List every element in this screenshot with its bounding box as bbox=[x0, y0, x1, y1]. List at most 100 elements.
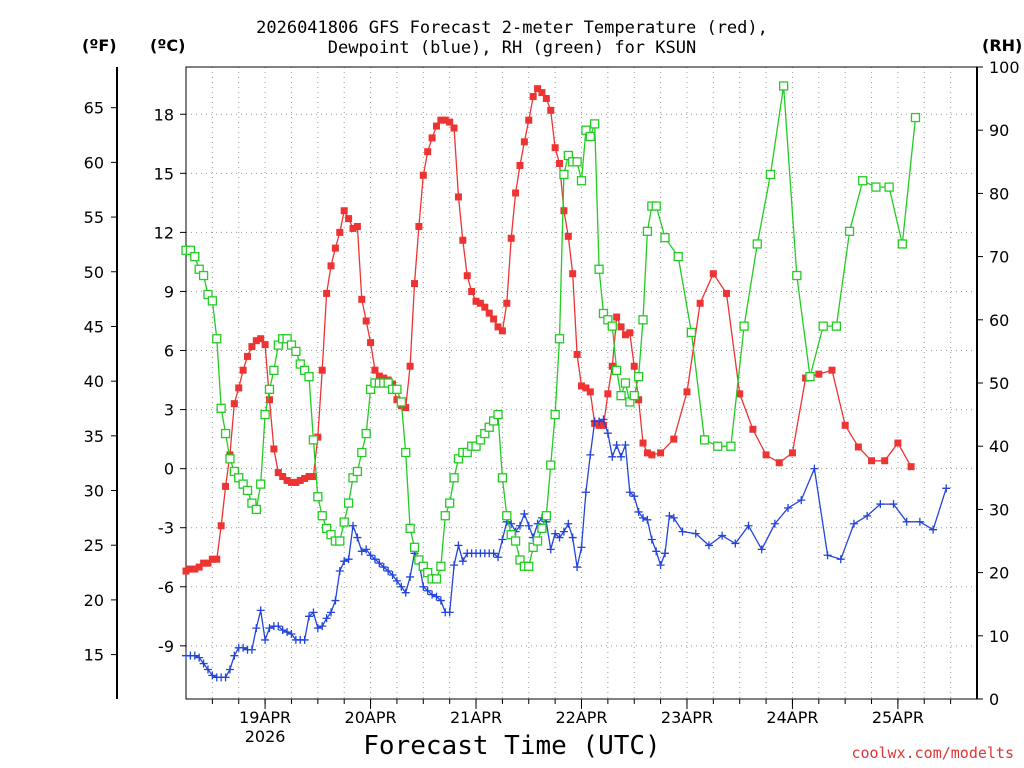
dewpoint-point bbox=[256, 606, 265, 615]
dewpoint-point bbox=[617, 452, 626, 461]
celsius-tick-label: -6 bbox=[158, 578, 174, 597]
temperature-point bbox=[415, 222, 423, 230]
dewpoint-point bbox=[327, 608, 336, 617]
temperature-point bbox=[208, 555, 216, 563]
dewpoint-point bbox=[608, 452, 617, 461]
rh-point bbox=[392, 384, 402, 394]
celsius-tick-label: 9 bbox=[164, 282, 174, 301]
temperature-point bbox=[463, 272, 471, 280]
rh-tick-label: 70 bbox=[989, 248, 1009, 267]
x-date-label: 21APR bbox=[450, 708, 502, 727]
temperature-point bbox=[894, 439, 902, 447]
temperature-point bbox=[736, 390, 744, 398]
fahrenheit-tick-label: 60 bbox=[84, 153, 104, 172]
temperature-point bbox=[411, 280, 419, 288]
dewpoint-point bbox=[388, 570, 397, 579]
temperature-point bbox=[222, 482, 230, 490]
temperature-point bbox=[520, 138, 528, 146]
axes-layer: -9 -6 -3 0 3 6 9 12 15 18 15 20 25 30 35 40 45 50 55 60 65 0 1… bbox=[84, 58, 1020, 746]
rh-point bbox=[765, 169, 776, 180]
temperature-point bbox=[230, 400, 238, 408]
temperature-point bbox=[428, 134, 436, 142]
dewpoint-point bbox=[568, 533, 577, 542]
dewpoint-point bbox=[942, 484, 951, 493]
temperature-point bbox=[340, 207, 348, 215]
rh-point bbox=[216, 403, 226, 413]
temperature-point bbox=[441, 116, 449, 124]
temperature-point bbox=[828, 366, 836, 374]
temperature-point bbox=[345, 215, 353, 223]
rh-point bbox=[313, 492, 323, 502]
chart-title-line-2: Dewpoint (blue), RH (green) for KSUN bbox=[327, 38, 697, 58]
temperature-point bbox=[406, 362, 414, 370]
temperature-point bbox=[868, 457, 876, 465]
dewpoint-point bbox=[203, 665, 212, 674]
rh-point bbox=[502, 511, 512, 521]
dewpoint-point bbox=[261, 635, 270, 644]
temperature-point bbox=[569, 270, 577, 278]
temperature-point bbox=[353, 222, 361, 230]
temperature-point bbox=[336, 228, 344, 236]
fahrenheit-tick-label: 20 bbox=[84, 591, 104, 610]
rh-unit-label: (RH) bbox=[982, 36, 1023, 55]
dewpoint-point bbox=[810, 464, 819, 473]
dewpoint-point bbox=[595, 417, 604, 426]
dewpoint-point bbox=[515, 521, 524, 530]
temperature-point bbox=[252, 337, 260, 345]
temperature-point bbox=[626, 329, 634, 337]
temperature-point bbox=[358, 295, 366, 303]
dewpoint-point bbox=[555, 533, 564, 542]
rh-point bbox=[651, 201, 661, 211]
fahrenheit-tick-label: 25 bbox=[84, 536, 104, 555]
rh-tick-label: 30 bbox=[989, 500, 1009, 519]
dewpoint-point bbox=[744, 521, 753, 530]
temperature-point bbox=[323, 289, 331, 297]
rh-tick-label: 60 bbox=[989, 311, 1009, 330]
dewpoint-point bbox=[225, 665, 234, 674]
dewpoint-point bbox=[379, 563, 388, 572]
dewpoint-point bbox=[586, 450, 595, 459]
temperature-point bbox=[450, 124, 458, 132]
temperature-point bbox=[621, 331, 629, 339]
dewpoint-point bbox=[718, 531, 727, 540]
dewpoint-point bbox=[300, 635, 309, 644]
dewpoint-point bbox=[520, 509, 529, 518]
dewpoint-point bbox=[353, 533, 362, 542]
fahrenheit-tick-label: 35 bbox=[84, 427, 104, 446]
temperature-point bbox=[296, 476, 304, 484]
rh-point bbox=[396, 397, 406, 407]
dewpoint-point bbox=[274, 622, 283, 631]
dewpoint-point bbox=[432, 592, 441, 601]
rh-point bbox=[256, 479, 266, 489]
dewpoint-point bbox=[489, 549, 498, 558]
credit-text: coolwx.com/modelts bbox=[851, 744, 1014, 762]
dewpoint-point bbox=[704, 541, 713, 550]
temperature-point bbox=[709, 270, 717, 278]
chart-title-line-1: 2026041806 GFS Forecast 2-meter Temperat… bbox=[256, 18, 768, 38]
dewpoint-point bbox=[423, 586, 432, 595]
rh-point bbox=[449, 473, 459, 483]
temperature-point bbox=[582, 384, 590, 392]
rh-point bbox=[264, 384, 275, 394]
dewpoint-point bbox=[691, 529, 700, 538]
celsius-unit-label: (ºC) bbox=[150, 36, 186, 55]
rh-point bbox=[436, 561, 446, 571]
rh-point bbox=[537, 523, 547, 534]
dewpoint-point bbox=[366, 551, 375, 560]
temperature-point bbox=[287, 478, 295, 486]
temperature-point bbox=[516, 161, 524, 169]
dewpoint-point bbox=[665, 511, 674, 520]
rh-point bbox=[686, 327, 697, 338]
temperature-point bbox=[503, 299, 511, 307]
temperature-point bbox=[481, 303, 489, 311]
dewpoint-point bbox=[652, 547, 661, 556]
rh-point bbox=[884, 182, 894, 192]
rh-point bbox=[897, 239, 907, 249]
rh-point bbox=[572, 157, 582, 167]
dewpoint-point bbox=[309, 608, 318, 617]
dewpoint-point bbox=[639, 513, 648, 522]
rh-point bbox=[207, 296, 218, 306]
dewpoint-point bbox=[581, 488, 590, 497]
temperature-point bbox=[630, 362, 638, 370]
dewpoint-point bbox=[731, 539, 740, 548]
